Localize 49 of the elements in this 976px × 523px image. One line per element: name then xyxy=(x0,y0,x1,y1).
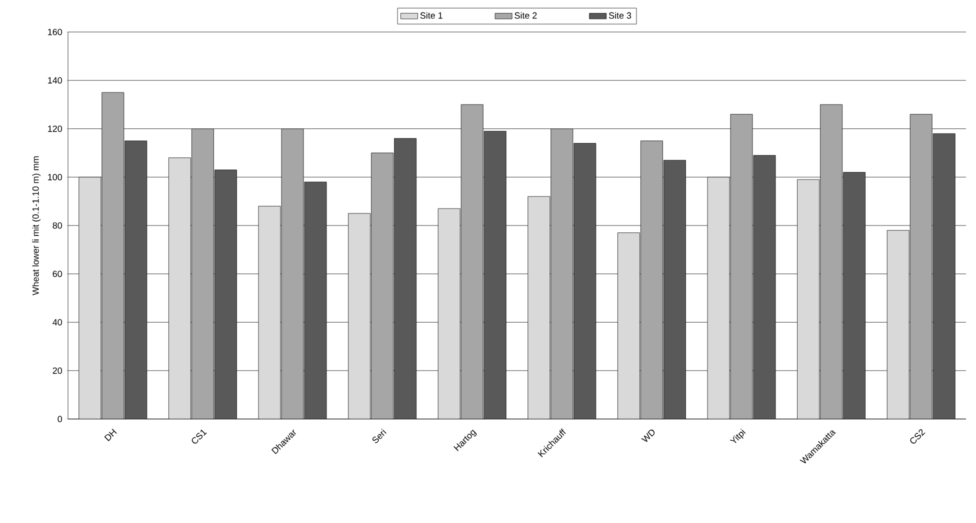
bar xyxy=(886,230,910,419)
bar xyxy=(640,140,663,419)
x-tick-label: CS2 xyxy=(910,429,926,444)
x-tick-label: WD xyxy=(641,430,655,442)
bar xyxy=(574,143,596,419)
bar xyxy=(618,232,640,419)
bar xyxy=(214,170,237,419)
x-tick-label: DH xyxy=(104,428,117,442)
bar xyxy=(843,172,866,419)
bar xyxy=(550,128,574,419)
bar xyxy=(168,158,191,419)
bar xyxy=(304,182,327,419)
x-tick-label: Seri xyxy=(372,428,386,444)
bar xyxy=(484,130,506,419)
legend-label: Site 2 xyxy=(514,12,537,19)
y-axis-title: Wheat lower li mit (0.1-1.10 m) mm xyxy=(32,156,41,296)
bar xyxy=(753,155,776,419)
bar xyxy=(820,104,843,419)
bar xyxy=(258,206,281,419)
y-tick-label: 60 xyxy=(52,270,62,278)
bar xyxy=(664,160,686,419)
bar xyxy=(932,133,956,419)
bar xyxy=(707,176,730,419)
bar xyxy=(102,92,124,419)
x-tick-label: CS1 xyxy=(192,430,207,444)
y-tick-label: 120 xyxy=(48,126,62,132)
bar xyxy=(730,114,753,419)
bar xyxy=(528,196,550,419)
bar xyxy=(910,114,932,419)
bar xyxy=(348,213,371,419)
bar xyxy=(797,179,820,419)
legend-label: Site 1 xyxy=(420,12,442,19)
bar xyxy=(192,128,214,419)
legend-label: Site 3 xyxy=(608,12,632,19)
y-tick-label: 140 xyxy=(48,77,62,84)
y-tick-label: 20 xyxy=(52,367,62,374)
bar xyxy=(438,208,460,419)
bar xyxy=(394,138,417,419)
bar xyxy=(371,152,394,419)
y-tick-label: 80 xyxy=(52,222,62,229)
y-tick-label: 160 xyxy=(48,28,62,36)
y-tick-label: 0 xyxy=(58,416,62,422)
y-tick-label: 40 xyxy=(52,319,62,326)
bar xyxy=(124,140,148,419)
bar xyxy=(460,104,484,419)
bar xyxy=(78,176,102,419)
y-tick-label: 100 xyxy=(48,174,62,180)
x-tick-label: Yitpi xyxy=(730,428,746,444)
bar xyxy=(281,128,304,419)
